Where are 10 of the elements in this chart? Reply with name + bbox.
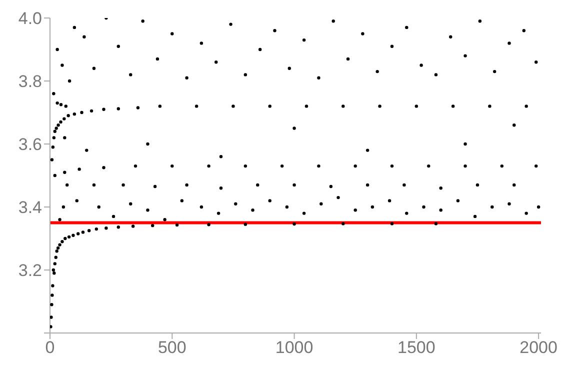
y-tick-label: 3.2 bbox=[18, 261, 42, 280]
y-tick-label: 3.4 bbox=[18, 198, 42, 218]
x-tick-label: 1500 bbox=[398, 338, 436, 358]
y-tick-label: 3.6 bbox=[18, 135, 42, 154]
x-tick-label: 0 bbox=[45, 338, 55, 358]
y-tick-label: 3.8 bbox=[18, 72, 42, 92]
x-tick-label: 2000 bbox=[520, 338, 558, 358]
x-tick-label: 1000 bbox=[275, 338, 314, 358]
y-tick-label: 4.0 bbox=[18, 9, 42, 28]
x-tick-label: 500 bbox=[158, 338, 186, 358]
